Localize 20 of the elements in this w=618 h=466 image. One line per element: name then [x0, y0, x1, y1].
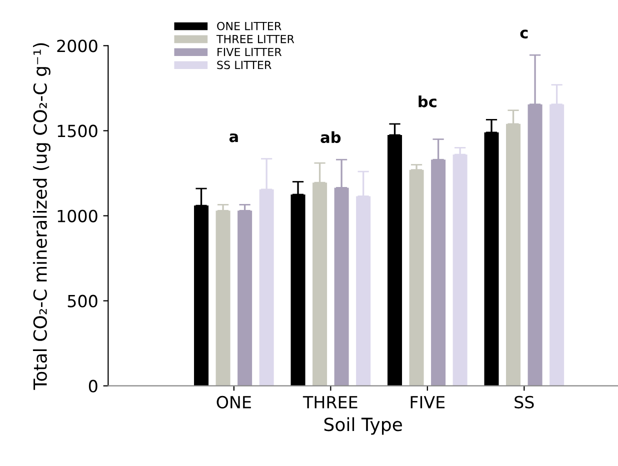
y-axis-title: Total CO₂-C mineralized (ug CO₂-C g⁻¹)	[32, 43, 50, 390]
legend-label: ONE LITTER	[217, 22, 282, 30]
annotation: a	[229, 133, 238, 142]
x-tick-label: THREE	[302, 396, 358, 408]
legend-label: THREE LITTER	[216, 34, 294, 44]
x-axis-title: Soil Type	[324, 417, 402, 435]
annotation: bc	[418, 96, 436, 108]
x-tick-label: ONE	[216, 396, 251, 408]
x-tick-label: SS	[514, 396, 534, 408]
y-tick-label: 2000	[57, 40, 98, 52]
x-tick-label: FIVE	[410, 396, 445, 408]
legend-label: FIVE LITTER	[218, 48, 282, 56]
text: c	[520, 30, 528, 38]
annotation: ab	[320, 131, 341, 144]
y-tick-label: 0	[88, 380, 98, 392]
y-tick-label: 1500	[58, 124, 98, 138]
y-tick-label: 1000	[58, 210, 98, 222]
legend-label: SS LITTER	[217, 60, 272, 70]
bar	[409, 170, 424, 386]
y-tick-label: 500	[68, 294, 98, 308]
